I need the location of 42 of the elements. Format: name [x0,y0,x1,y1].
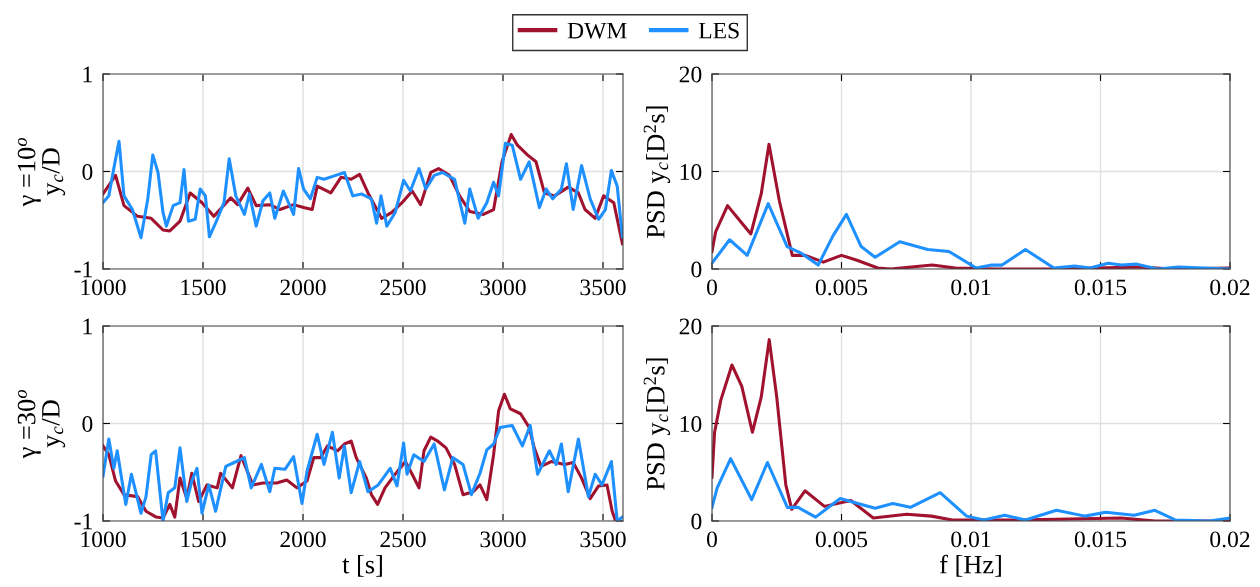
x-tick-label: 0 [707,279,717,296]
x-tick-label: 2500 [380,279,426,296]
y-tick-label: 1 [83,318,92,335]
y-tick-label: 0 [82,163,93,180]
x-tick-label: 0.01 [951,279,991,296]
x-tick-label: 2500 [380,531,426,548]
text: γ =30$^{o}$ y$_{c}$/D [17,389,66,459]
y-tick-label: 0 [691,261,702,278]
y-tick-label: 0 [82,415,93,432]
x-tick-label: 3500 [580,531,626,548]
x-tick-label: 3000 [480,279,526,296]
y-tick-label: 10 [680,415,702,432]
x-axis-title: t [s] [342,554,382,577]
y-tick-label: 0 [691,513,702,530]
x-tick-label: 0.015 [1074,531,1127,548]
y-tick-label: 1 [83,66,92,83]
x-tick-label: 0.005 [815,531,868,548]
y-axis-title: PSD y$_{c}$[D$^{2}$s] [643,106,671,238]
legend-label: LES [698,22,739,39]
x-axis-title: f [Hz] [939,554,1001,577]
x-tick-label: 2000 [280,531,326,548]
x-tick-label: 1500 [181,531,226,548]
y-tick-label: 20 [679,66,702,83]
y-tick-label: -1 [74,261,92,278]
x-tick-label: 1500 [181,279,226,296]
x-tick-label: 0.02 [1210,531,1250,548]
x-tick-label: 2000 [280,279,326,296]
x-tick-label: 0.005 [815,279,868,296]
x-tick-label: 3500 [580,279,626,296]
x-tick-label: 1000 [81,531,126,548]
y-tick-label: -1 [74,513,92,530]
legend-label: DWM [567,22,627,39]
text: γ =10$^{o}$ y$_{c}$/D [17,137,66,207]
x-tick-label: 0.01 [951,531,991,548]
y-tick-label: 10 [680,163,702,180]
x-tick-label: 0.02 [1210,279,1250,296]
x-tick-label: 0.015 [1074,279,1127,296]
x-tick-label: 3000 [480,531,526,548]
x-tick-label: 1000 [81,279,126,296]
y-axis-title: PSD y$_{c}$[D$^{2}$s] [643,358,671,490]
x-tick-label: 0 [707,531,717,548]
y-tick-label: 20 [679,318,702,335]
